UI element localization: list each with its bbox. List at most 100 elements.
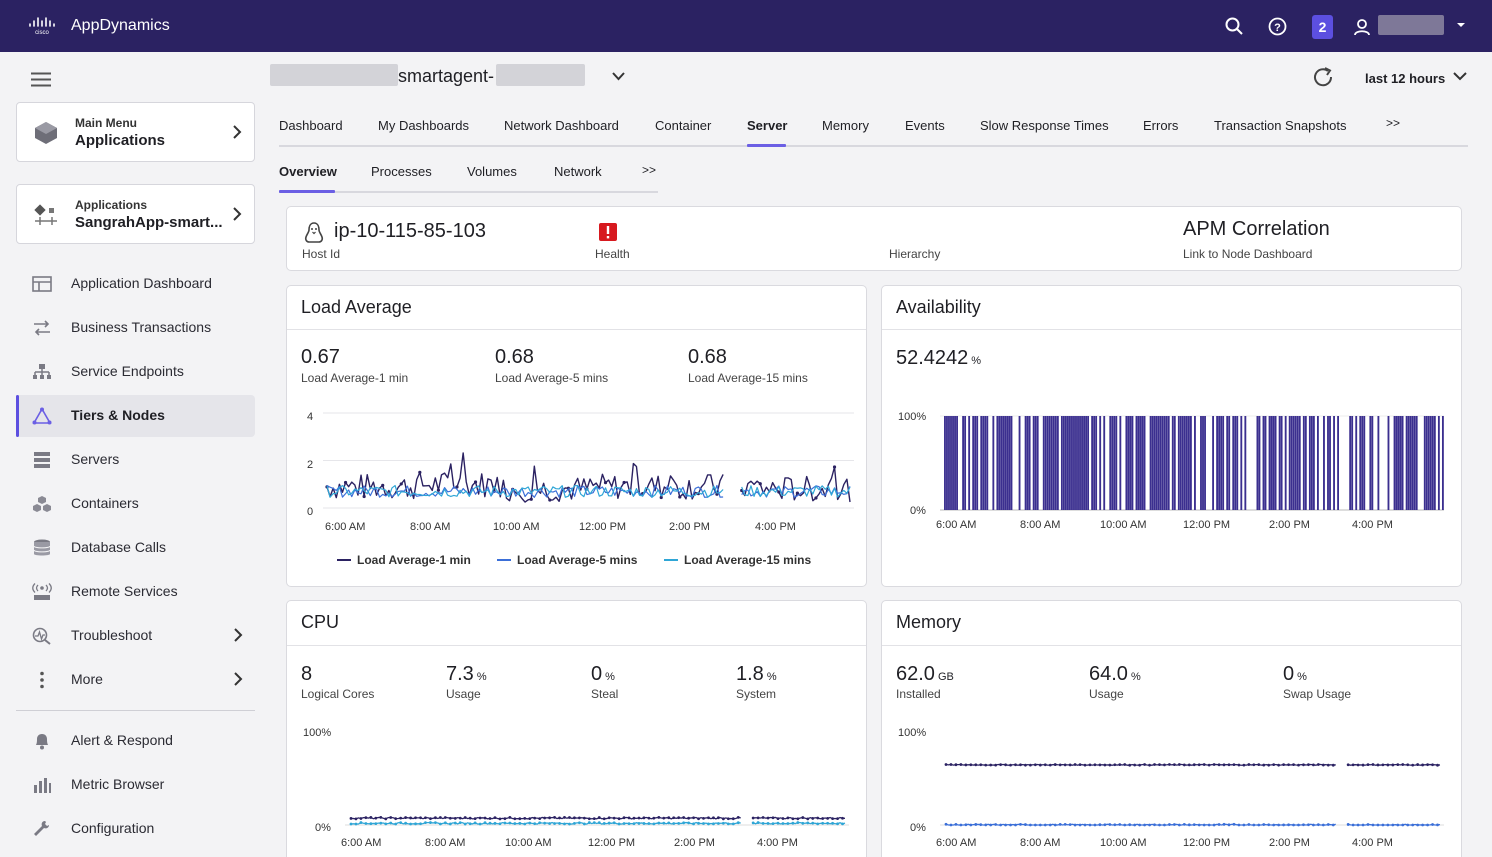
availability-bar bbox=[1278, 416, 1281, 510]
tab-network-dashboard[interactable]: Network Dashboard bbox=[504, 118, 619, 133]
availability-bar bbox=[1431, 416, 1434, 510]
legend-item-1min[interactable]: Load Average-1 min bbox=[337, 553, 471, 567]
health-critical-icon[interactable] bbox=[599, 223, 617, 241]
metric-browser-icon bbox=[34, 778, 51, 793]
availability-bar bbox=[1046, 416, 1049, 510]
data-point bbox=[478, 822, 482, 826]
data-point bbox=[964, 823, 968, 827]
node-name[interactable]: smartagent- bbox=[398, 66, 495, 86]
sidebar-item-tiers-nodes[interactable]: Tiers & Nodes bbox=[16, 395, 255, 437]
data-point bbox=[1103, 763, 1107, 767]
data-point bbox=[786, 822, 790, 825]
user-icon[interactable] bbox=[1353, 18, 1371, 36]
application-card[interactable]: Applications SangrahApp-smart... bbox=[16, 184, 255, 244]
data-point bbox=[659, 495, 663, 500]
data-point bbox=[573, 822, 576, 825]
data-point bbox=[1292, 763, 1295, 767]
availability-bar bbox=[1323, 416, 1325, 510]
data-point bbox=[1351, 763, 1355, 767]
availability-plot[interactable] bbox=[940, 406, 1450, 516]
sidebar-item-metric-browser[interactable]: Metric Browser bbox=[16, 764, 255, 806]
x-tick-label: 2:00 PM bbox=[674, 837, 715, 849]
sidebar-item-application-dashboard[interactable]: Application Dashboard bbox=[16, 263, 255, 305]
subtab-network[interactable]: Network bbox=[554, 164, 602, 179]
tab-errors[interactable]: Errors bbox=[1143, 118, 1179, 133]
y-tick-label: 0% bbox=[910, 822, 926, 834]
tab-events[interactable]: Events bbox=[905, 118, 945, 133]
node-name-prefix bbox=[270, 64, 398, 86]
refresh-icon[interactable] bbox=[1312, 66, 1334, 88]
data-point bbox=[1078, 823, 1082, 827]
availability-bar bbox=[1151, 416, 1154, 510]
availability-bar bbox=[1397, 416, 1400, 510]
data-point bbox=[1351, 823, 1355, 827]
host-id-value: ip-10-115-85-103 bbox=[334, 220, 486, 242]
main-menu-card[interactable]: Main Menu Applications bbox=[16, 102, 255, 162]
tab-memory[interactable]: Memory bbox=[822, 118, 869, 133]
hamburger-menu-icon[interactable] bbox=[31, 72, 51, 87]
user-name[interactable] bbox=[1378, 15, 1444, 35]
sidebar-item-servers[interactable]: Servers bbox=[16, 439, 255, 481]
tab-my-dashboards[interactable]: My Dashboards bbox=[378, 118, 470, 133]
data-point bbox=[434, 821, 437, 825]
sidebar-item-containers[interactable]: Containers bbox=[16, 483, 255, 525]
tab-server[interactable]: Server bbox=[747, 118, 788, 133]
data-point bbox=[726, 817, 730, 821]
tab-slow-response-times[interactable]: Slow Response Times bbox=[980, 118, 1109, 133]
y-tick-label: 2 bbox=[307, 459, 314, 471]
tab-more[interactable]: >> bbox=[1386, 116, 1401, 130]
cpu-usage-value: 7.3% bbox=[446, 663, 487, 686]
subtab-more[interactable]: >> bbox=[642, 163, 657, 177]
availability-bar bbox=[1028, 416, 1031, 510]
sidebar-item-business-transactions[interactable]: Business Transactions bbox=[16, 307, 255, 349]
availability-bar bbox=[1355, 416, 1358, 510]
cpu-cores-number: 8 bbox=[301, 663, 313, 685]
data-point bbox=[1426, 823, 1429, 827]
data-point bbox=[404, 816, 408, 819]
chevron-down-icon[interactable] bbox=[612, 72, 625, 81]
time-range-selector[interactable]: last 12 hours bbox=[1365, 71, 1446, 86]
sidebar-item-configuration[interactable]: Configuration bbox=[16, 808, 255, 850]
load-average-plot[interactable] bbox=[323, 406, 854, 516]
tab-container[interactable]: Container bbox=[655, 118, 712, 133]
sidebar-item-remote-services[interactable]: Remote Services bbox=[16, 571, 255, 613]
data-point bbox=[1043, 823, 1047, 827]
link-to-node-dashboard[interactable]: Link to Node Dashboard bbox=[1183, 247, 1313, 261]
app-name[interactable]: AppDynamics bbox=[71, 17, 170, 34]
subtab-overview[interactable]: Overview bbox=[279, 164, 337, 179]
sidebar-item-troubleshoot[interactable]: Troubleshoot bbox=[16, 615, 255, 657]
availability-bar bbox=[1262, 416, 1265, 510]
data-point bbox=[1227, 823, 1231, 827]
legend-item-5min[interactable]: Load Average-5 mins bbox=[497, 553, 637, 567]
data-point bbox=[687, 821, 691, 825]
subtab-processes[interactable]: Processes bbox=[371, 164, 432, 179]
x-tick-label: 12:00 PM bbox=[1183, 837, 1231, 849]
sidebar-item-database-calls[interactable]: Database Calls bbox=[16, 527, 255, 569]
availability-bar bbox=[1113, 416, 1116, 510]
data-point bbox=[498, 817, 502, 821]
tab-transaction-snapshots[interactable]: Transaction Snapshots bbox=[1214, 118, 1347, 133]
help-icon[interactable]: ? bbox=[1268, 17, 1287, 36]
subtab-volumes[interactable]: Volumes bbox=[467, 164, 517, 179]
data-point bbox=[697, 817, 700, 821]
notification-badge[interactable]: 2 bbox=[1312, 15, 1333, 39]
sidebar-item-service-endpoints[interactable]: Service Endpoints bbox=[16, 351, 255, 393]
data-point bbox=[587, 817, 591, 821]
data-point bbox=[528, 821, 532, 825]
data-point bbox=[1207, 823, 1211, 827]
legend-item-15min[interactable]: Load Average-15 mins bbox=[664, 553, 811, 567]
tab-dashboard[interactable]: Dashboard bbox=[279, 118, 343, 133]
data-point bbox=[379, 816, 383, 819]
sidebar-item-alert-respond[interactable]: Alert & Respond bbox=[16, 720, 255, 762]
data-point bbox=[612, 816, 616, 820]
availability-bar bbox=[1002, 416, 1005, 510]
data-point bbox=[989, 823, 993, 827]
chevron-down-icon[interactable] bbox=[1456, 22, 1466, 28]
memory-plot[interactable] bbox=[940, 723, 1450, 835]
y-tick-label: 0% bbox=[315, 822, 331, 834]
search-icon[interactable] bbox=[1225, 17, 1243, 35]
data-point bbox=[379, 821, 383, 825]
cpu-plot[interactable] bbox=[345, 723, 855, 835]
chevron-down-icon[interactable] bbox=[1453, 72, 1467, 81]
sidebar-item-more[interactable]: More bbox=[16, 659, 255, 701]
